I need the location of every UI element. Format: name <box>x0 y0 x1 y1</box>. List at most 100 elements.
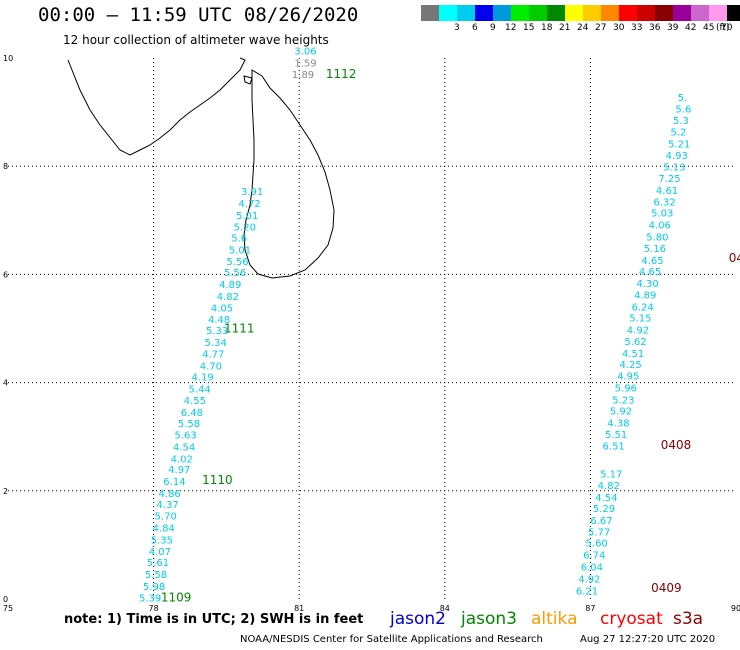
legend-swatch <box>511 5 529 21</box>
swh-value: 4.89 <box>219 280 241 291</box>
legend-swatch <box>601 5 619 21</box>
swh-value: 5.70 <box>155 512 177 523</box>
swh-value: 5.51 <box>605 430 627 441</box>
swh-value: 5.98 <box>143 582 165 593</box>
swh-value: 4.61 <box>656 186 678 197</box>
swh-value: 5.92 <box>610 407 632 418</box>
swh-value: 4.51 <box>622 349 644 360</box>
satellite-name-cryosat: cryosat <box>600 609 663 629</box>
legend-swatch <box>655 5 673 21</box>
axis-ticks: 75 78 81 84 87 90 0 2 4 6 8 10 <box>3 54 740 613</box>
y-tick-label: 6 <box>3 270 8 279</box>
legend-label: 45 <box>703 23 715 33</box>
swh-value: 4.89 <box>634 290 656 301</box>
swh-value: 5.62 <box>624 337 646 348</box>
legend-swatch <box>529 5 547 21</box>
legend-swatch <box>565 5 583 21</box>
swh-value: 5.44 <box>189 385 211 396</box>
swh-value: 5.58 <box>178 419 200 430</box>
swh-value: 5.6 <box>675 104 691 115</box>
swh-value: 4.65 <box>639 267 661 278</box>
swh-value: 5.3 <box>673 116 689 127</box>
swh-value: 4.65 <box>641 256 663 267</box>
swh-value-gray: 1.89 <box>292 70 314 81</box>
legend-label: 6 <box>472 23 478 33</box>
x-tick-label: 87 <box>585 604 595 613</box>
swh-value: 5.60 <box>586 539 608 550</box>
pass-time-label: 1109 <box>161 590 192 604</box>
swh-value: 4.02 <box>171 454 193 465</box>
swh-value: 5.61 <box>147 558 169 569</box>
satellite-name-s3a: s3a <box>673 609 704 629</box>
swh-value: 5.29 <box>593 504 615 515</box>
swh-value: 5.77 <box>588 527 610 538</box>
swh-value: 5.23 <box>612 395 634 406</box>
swh-value: 5.96 <box>615 383 637 394</box>
legend-swatch <box>727 5 740 21</box>
swh-value: 6.21 <box>576 586 598 597</box>
swh-value: 4.07 <box>149 547 171 558</box>
coastline <box>67 57 335 279</box>
legend-label: 39 <box>667 23 679 33</box>
legend-label: 30 <box>613 23 625 33</box>
legend-swatch <box>583 5 601 21</box>
swh-value: 5.39 <box>139 593 161 604</box>
swh-value: 4.82 <box>598 481 620 492</box>
legend-label: 3 <box>454 23 460 33</box>
legend-label: 36 <box>649 23 661 33</box>
x-tick-label: 90 <box>731 604 740 613</box>
swh-value: 5.21 <box>668 139 690 150</box>
legend-swatch <box>637 5 655 21</box>
map-grid <box>8 58 736 599</box>
color-legend <box>421 5 740 21</box>
swh-value: 6.67 <box>590 516 612 527</box>
swh-value: 5.33 <box>206 326 228 337</box>
swh-value: 4.48 <box>208 315 230 326</box>
swh-value: 5.03 <box>651 209 673 220</box>
satellite-name-jason3: jason3 <box>461 609 517 629</box>
legend-label: 15 <box>523 23 535 33</box>
swh-value: 4.38 <box>607 419 629 430</box>
swh-value: 6.48 <box>181 408 203 419</box>
swh-value: 5.17 <box>600 469 622 480</box>
swh-value: 6.32 <box>653 197 675 208</box>
legend-swatch <box>619 5 637 21</box>
swh-value: 4.84 <box>153 524 175 535</box>
swh-value: 5.01 <box>229 246 251 257</box>
legend-label: 27 <box>595 23 607 33</box>
footer-timestamp: Aug 27 12:27:20 UTC 2020 <box>580 634 716 645</box>
pass-time-label: 0408 <box>661 438 692 452</box>
swh-value: 4.92 <box>578 574 600 585</box>
legend-swatch <box>493 5 511 21</box>
map-title: 00:00 – 11:59 UTC 08/26/2020 <box>38 4 359 26</box>
pass-time-label: 04 <box>729 251 740 265</box>
y-tick-label: 10 <box>3 54 13 63</box>
pass-time-label: 0409 <box>651 581 682 595</box>
footer-credit: NOAA/NESDIS Center for Satellite Applica… <box>240 634 543 645</box>
swh-value: 4.55 <box>184 396 206 407</box>
y-tick-label: 2 <box>3 487 8 496</box>
legend-swatch <box>475 5 493 21</box>
swh-value: 4.05 <box>211 303 233 314</box>
legend-label: 18 <box>541 23 553 33</box>
satellite-name-jason2: jason2 <box>390 609 446 629</box>
swh-value: 5.35 <box>151 535 173 546</box>
legend-label: 33 <box>631 23 643 33</box>
swh-value: 4.37 <box>157 500 179 511</box>
swh-value: 4.70 <box>200 361 222 372</box>
india-coastline <box>67 57 246 156</box>
legend-swatch <box>547 5 565 21</box>
y-tick-label: 4 <box>3 379 8 388</box>
swh-value: 4.86 <box>158 489 180 500</box>
swh-value: 4.97 <box>168 465 190 476</box>
x-tick-label: 78 <box>149 604 159 613</box>
swh-value: 5.56 <box>224 268 246 279</box>
swh-value: 5.01 <box>236 211 258 222</box>
swh-labels: 5.395.98 5.58 5.614.075.354.845.704.374.86… <box>139 46 740 604</box>
swh-value: 4.72 <box>239 199 261 210</box>
x-tick-label: 75 <box>3 604 13 613</box>
swh-value: 4.82 <box>217 292 239 303</box>
swh-value: 5.20 <box>234 222 256 233</box>
gulf-of-mannar-islands <box>243 75 253 85</box>
